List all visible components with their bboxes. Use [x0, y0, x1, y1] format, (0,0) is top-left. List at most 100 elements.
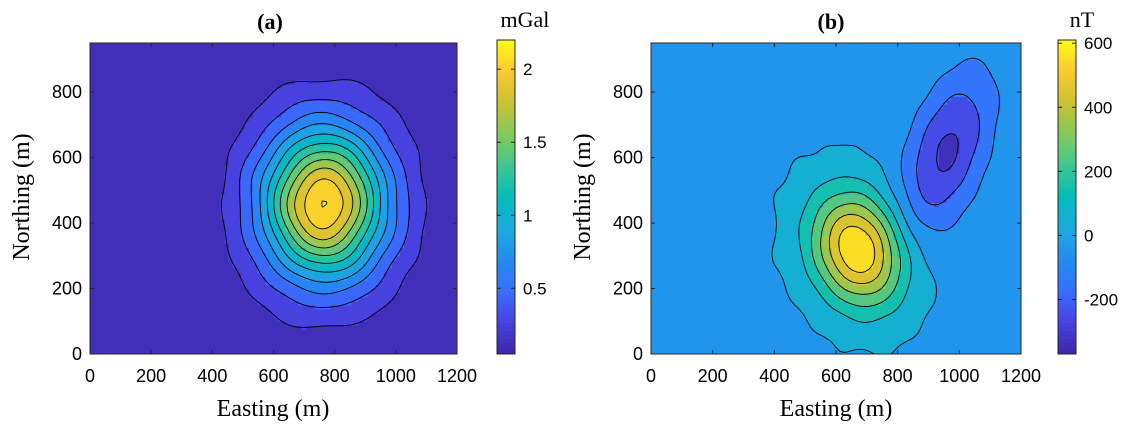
contour-cell: [151, 235, 156, 240]
contour-cell: [94, 280, 99, 285]
contour-cell: [188, 211, 193, 216]
contour-cell: [351, 305, 356, 310]
contour-cell: [172, 227, 177, 232]
contour-cell: [110, 260, 115, 265]
contour-cell: [322, 289, 327, 294]
contour-cell: [249, 239, 254, 244]
contour-cell: [384, 260, 389, 265]
contour-cell: [220, 309, 225, 314]
contour-cell: [184, 170, 189, 175]
contour-cell: [123, 289, 128, 294]
contour-cell: [318, 223, 323, 228]
contour-cell: [196, 219, 201, 224]
contour-cell: [441, 129, 446, 134]
contour-cell: [208, 321, 213, 326]
contour-cell: [159, 145, 164, 150]
contour-cell: [98, 227, 103, 232]
contour-cell: [445, 342, 450, 347]
contour-cell: [176, 182, 181, 187]
contour-cell: [233, 186, 238, 191]
contour-cell: [371, 346, 376, 351]
contour-cell: [106, 309, 111, 314]
contour-cell: [163, 284, 168, 289]
contour-cell: [172, 166, 177, 171]
contour-cell: [102, 321, 107, 326]
contour-cell: [196, 170, 201, 175]
contour-cell: [204, 174, 209, 179]
contour-cell: [327, 309, 332, 314]
contour-cell: [159, 227, 164, 232]
contour-cell: [318, 276, 323, 281]
contour-cell: [102, 203, 107, 208]
contour-cell: [343, 329, 348, 334]
contour-cell: [172, 268, 177, 273]
contour-cell: [367, 342, 372, 347]
contour-cell: [106, 338, 111, 343]
contour-cell: [188, 293, 193, 298]
contour-cell: [245, 227, 250, 232]
contour-cell: [351, 244, 356, 249]
contour-cell: [192, 223, 197, 228]
contour-cell: [176, 129, 181, 134]
contour-cell: [278, 170, 283, 175]
contour-cell: [339, 297, 344, 302]
contour-cell: [114, 145, 119, 150]
contour-cell: [208, 182, 213, 187]
contour-cell: [375, 252, 380, 257]
contour-cell: [229, 334, 234, 339]
contour-cell: [380, 284, 385, 289]
contour-cell: [188, 334, 193, 339]
contour-cell: [241, 203, 246, 208]
contour-cell: [396, 239, 401, 244]
contour-cell: [294, 182, 299, 187]
contour-cell: [127, 203, 132, 208]
contour-cell: [339, 334, 344, 339]
contour-cell: [208, 293, 213, 298]
contour-cell: [294, 338, 299, 343]
contour-cell: [200, 321, 205, 326]
contour-cell: [441, 342, 446, 347]
contour-cell: [437, 309, 442, 314]
contour-cell: [200, 248, 205, 253]
contour-cell: [159, 252, 164, 257]
contour-cell: [245, 199, 250, 204]
contour-cell: [367, 153, 372, 158]
contour-cell: [192, 276, 197, 281]
contour-cell: [127, 297, 132, 302]
contour-cell: [204, 325, 209, 330]
contour-cell: [302, 190, 307, 195]
contour-cell: [110, 178, 115, 183]
contour-cell: [449, 346, 454, 351]
contour-cell: [416, 153, 421, 158]
contour-cell: [445, 301, 450, 306]
contour-cell: [200, 149, 205, 154]
contour-cell: [208, 309, 213, 314]
contour-cell: [184, 190, 189, 195]
contour-cell: [437, 231, 442, 236]
contour-cell: [98, 235, 103, 240]
contour-cell: [90, 166, 95, 171]
contour-cell: [135, 276, 140, 281]
contour-cell: [216, 301, 221, 306]
contour-cell: [110, 158, 115, 163]
contour-cell: [290, 199, 295, 204]
contour-cell: [384, 289, 389, 294]
contour-cell: [114, 280, 119, 285]
contour-cell: [396, 268, 401, 273]
contour-cell: [229, 190, 234, 195]
contour-cell: [208, 248, 213, 253]
contour-cell: [110, 309, 115, 314]
contour-cell: [408, 305, 413, 310]
contour-cell: [445, 162, 450, 167]
contour-cell: [98, 219, 103, 224]
contour-cell: [388, 252, 393, 257]
contour-cell: [375, 346, 380, 351]
contour-cell: [127, 293, 132, 298]
contour-cell: [412, 211, 417, 216]
contour-cell: [363, 329, 368, 334]
contour-cell: [139, 325, 144, 330]
contour-cell: [123, 325, 128, 330]
contour-cell: [200, 199, 205, 204]
contour-cell: [241, 133, 246, 138]
contour-cell: [282, 338, 287, 343]
